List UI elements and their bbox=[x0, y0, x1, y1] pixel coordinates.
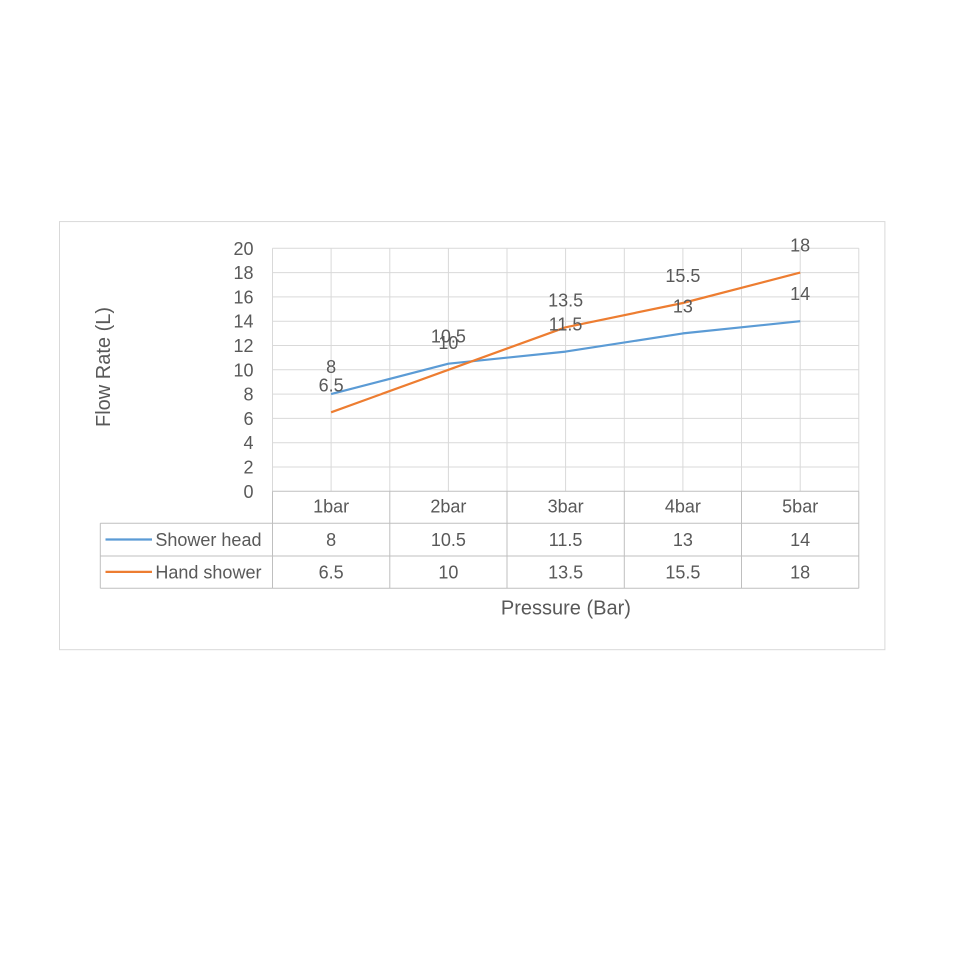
svg-text:14: 14 bbox=[790, 530, 810, 550]
svg-text:10.5: 10.5 bbox=[431, 530, 466, 550]
svg-text:10: 10 bbox=[233, 360, 253, 380]
svg-text:6.5: 6.5 bbox=[319, 375, 344, 395]
svg-text:13: 13 bbox=[673, 296, 693, 316]
svg-text:0: 0 bbox=[243, 482, 253, 502]
svg-text:11.5: 11.5 bbox=[549, 315, 583, 335]
svg-text:18: 18 bbox=[233, 263, 253, 283]
svg-text:4: 4 bbox=[243, 433, 253, 453]
svg-text:13.5: 13.5 bbox=[548, 563, 583, 583]
svg-text:11.5: 11.5 bbox=[549, 530, 583, 550]
svg-text:13.5: 13.5 bbox=[548, 290, 583, 310]
svg-text:6.5: 6.5 bbox=[319, 563, 344, 583]
svg-text:10: 10 bbox=[438, 333, 458, 353]
svg-text:10: 10 bbox=[438, 563, 458, 583]
svg-text:15.5: 15.5 bbox=[665, 266, 700, 286]
svg-text:14: 14 bbox=[233, 312, 253, 332]
svg-text:3bar: 3bar bbox=[548, 497, 584, 517]
svg-text:2bar: 2bar bbox=[430, 497, 466, 517]
svg-text:1bar: 1bar bbox=[313, 497, 349, 517]
svg-text:13: 13 bbox=[673, 530, 693, 550]
svg-text:10.5: 10.5 bbox=[431, 327, 466, 347]
svg-text:2: 2 bbox=[243, 458, 253, 478]
svg-text:8: 8 bbox=[243, 385, 253, 405]
svg-text:18: 18 bbox=[790, 563, 810, 583]
svg-text:6: 6 bbox=[243, 409, 253, 429]
svg-text:4bar: 4bar bbox=[665, 497, 701, 517]
svg-text:16: 16 bbox=[233, 287, 253, 307]
svg-text:14: 14 bbox=[790, 284, 810, 304]
svg-text:8: 8 bbox=[326, 530, 336, 550]
svg-text:5bar: 5bar bbox=[782, 497, 818, 517]
svg-text:Hand shower: Hand shower bbox=[155, 563, 261, 583]
svg-text:Shower head: Shower head bbox=[155, 530, 261, 550]
svg-text:15.5: 15.5 bbox=[665, 563, 700, 583]
svg-text:20: 20 bbox=[233, 239, 253, 259]
svg-text:8: 8 bbox=[326, 357, 336, 377]
svg-text:Flow Rate (L): Flow Rate (L) bbox=[93, 307, 115, 427]
svg-text:18: 18 bbox=[790, 236, 810, 256]
svg-text:12: 12 bbox=[233, 336, 253, 356]
svg-text:Pressure (Bar): Pressure (Bar) bbox=[501, 598, 631, 620]
